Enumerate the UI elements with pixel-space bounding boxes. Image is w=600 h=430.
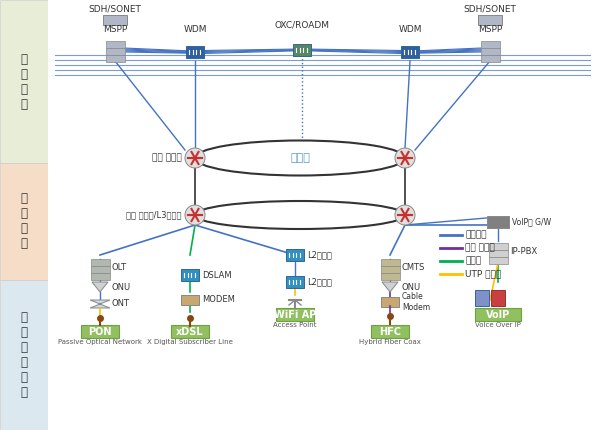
FancyBboxPatch shape bbox=[286, 249, 304, 261]
FancyBboxPatch shape bbox=[48, 0, 600, 430]
Text: L2스위치: L2스위치 bbox=[307, 251, 332, 259]
Text: WDM: WDM bbox=[398, 25, 422, 34]
Text: 백본망: 백본망 bbox=[290, 153, 310, 163]
Text: IP-PBX: IP-PBX bbox=[510, 248, 537, 257]
Text: OLT: OLT bbox=[112, 264, 127, 273]
FancyBboxPatch shape bbox=[380, 258, 400, 265]
FancyBboxPatch shape bbox=[276, 308, 314, 321]
Text: 가
입
자
망
장
비: 가 입 자 망 장 비 bbox=[20, 311, 28, 399]
Text: 광케이블: 광케이블 bbox=[465, 230, 487, 240]
Text: xDSL: xDSL bbox=[176, 327, 204, 337]
Text: Access Point: Access Point bbox=[273, 322, 317, 328]
FancyBboxPatch shape bbox=[488, 249, 508, 257]
Polygon shape bbox=[382, 282, 398, 292]
FancyBboxPatch shape bbox=[181, 269, 199, 281]
FancyBboxPatch shape bbox=[488, 257, 508, 264]
FancyBboxPatch shape bbox=[380, 273, 400, 280]
Text: OXC/ROADM: OXC/ROADM bbox=[275, 21, 329, 30]
Text: SDH/SONET: SDH/SONET bbox=[464, 5, 517, 14]
Text: UTP 케이블: UTP 케이블 bbox=[465, 270, 501, 279]
Text: 에지 라우터/L3스위치: 에지 라우터/L3스위치 bbox=[127, 211, 182, 219]
Polygon shape bbox=[92, 282, 108, 292]
Text: VoIP용 G/W: VoIP용 G/W bbox=[512, 218, 551, 227]
FancyBboxPatch shape bbox=[186, 46, 204, 58]
Text: Voice Over IP: Voice Over IP bbox=[475, 322, 521, 328]
Polygon shape bbox=[90, 300, 110, 308]
FancyBboxPatch shape bbox=[171, 325, 209, 338]
Text: HFC: HFC bbox=[379, 327, 401, 337]
FancyBboxPatch shape bbox=[106, 40, 125, 47]
Text: X Digital Subscriber Line: X Digital Subscriber Line bbox=[147, 339, 233, 345]
FancyBboxPatch shape bbox=[91, 258, 110, 265]
Text: CMTS: CMTS bbox=[402, 264, 425, 273]
FancyBboxPatch shape bbox=[381, 297, 399, 307]
FancyBboxPatch shape bbox=[491, 290, 505, 306]
FancyBboxPatch shape bbox=[91, 265, 110, 273]
FancyBboxPatch shape bbox=[481, 40, 499, 47]
Circle shape bbox=[185, 205, 205, 225]
Text: 교
환
장
비: 교 환 장 비 bbox=[20, 193, 28, 250]
FancyBboxPatch shape bbox=[0, 163, 48, 280]
Text: 전
송
장
비: 전 송 장 비 bbox=[20, 53, 28, 111]
Text: MSPP: MSPP bbox=[478, 25, 502, 34]
FancyBboxPatch shape bbox=[106, 55, 125, 61]
Text: SDH/SONET: SDH/SONET bbox=[89, 5, 142, 14]
FancyBboxPatch shape bbox=[0, 0, 48, 163]
FancyBboxPatch shape bbox=[401, 46, 419, 58]
Text: 전화선: 전화선 bbox=[465, 257, 481, 265]
Text: DSLAM: DSLAM bbox=[202, 270, 232, 280]
FancyBboxPatch shape bbox=[488, 243, 508, 249]
Text: ONU: ONU bbox=[402, 283, 421, 292]
Circle shape bbox=[395, 148, 415, 168]
Circle shape bbox=[395, 205, 415, 225]
Text: 동축 케이블: 동축 케이블 bbox=[465, 243, 495, 252]
Text: ONT: ONT bbox=[112, 300, 130, 308]
Text: ONU: ONU bbox=[112, 283, 131, 292]
Text: WDM: WDM bbox=[183, 25, 207, 34]
Text: Passive Optical Network: Passive Optical Network bbox=[58, 339, 142, 345]
FancyBboxPatch shape bbox=[103, 15, 127, 25]
FancyBboxPatch shape bbox=[481, 55, 499, 61]
Text: 코어 라우터: 코어 라우터 bbox=[152, 154, 182, 163]
Text: MSPP: MSPP bbox=[103, 25, 127, 34]
FancyBboxPatch shape bbox=[293, 44, 311, 56]
FancyBboxPatch shape bbox=[475, 308, 521, 321]
FancyBboxPatch shape bbox=[380, 265, 400, 273]
FancyBboxPatch shape bbox=[371, 325, 409, 338]
Text: Cable
Modem: Cable Modem bbox=[402, 292, 430, 312]
FancyBboxPatch shape bbox=[91, 273, 110, 280]
FancyBboxPatch shape bbox=[81, 325, 119, 338]
Text: WiFi AP: WiFi AP bbox=[274, 310, 316, 320]
FancyBboxPatch shape bbox=[106, 47, 125, 55]
FancyBboxPatch shape bbox=[487, 216, 509, 228]
FancyBboxPatch shape bbox=[478, 15, 502, 25]
Circle shape bbox=[185, 148, 205, 168]
Text: VoIP: VoIP bbox=[486, 310, 510, 320]
Text: PON: PON bbox=[88, 327, 112, 337]
FancyBboxPatch shape bbox=[475, 290, 489, 306]
FancyBboxPatch shape bbox=[286, 276, 304, 288]
Text: L2스위치: L2스위치 bbox=[307, 277, 332, 286]
FancyBboxPatch shape bbox=[481, 47, 499, 55]
FancyBboxPatch shape bbox=[0, 280, 48, 430]
FancyBboxPatch shape bbox=[181, 295, 199, 305]
Text: MODEM: MODEM bbox=[202, 295, 235, 304]
Text: Hybrid Fiber Coax: Hybrid Fiber Coax bbox=[359, 339, 421, 345]
